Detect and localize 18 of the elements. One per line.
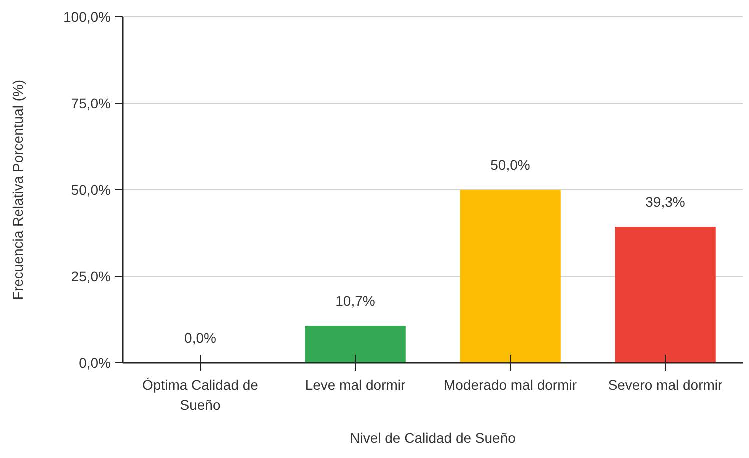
y-tick-label: 75,0% — [71, 95, 111, 112]
bar — [460, 190, 561, 363]
bar — [615, 227, 716, 363]
x-tick-label: Moderado mal dormir — [444, 377, 578, 393]
x-tick-label: Severo mal dormir — [608, 377, 724, 393]
y-tick-label: 50,0% — [71, 182, 111, 198]
x-tick-label: Óptima Calidad de Sueño — [142, 377, 259, 413]
y-axis-title: Frecuencia Relativa Porcentual (%) — [10, 80, 26, 300]
data-label: 50,0% — [490, 157, 530, 173]
x-tick-label: Leve mal dormir — [305, 377, 406, 393]
data-label: 10,7% — [336, 292, 376, 309]
data-label: 0,0% — [184, 330, 216, 346]
data-label: 39,3% — [646, 194, 686, 210]
y-tick-label: 100,0% — [64, 8, 111, 25]
x-axis-title: Nivel de Calidad de Sueño — [350, 430, 516, 446]
bar — [305, 326, 406, 363]
y-tick-label: 0,0% — [79, 354, 111, 371]
y-tick-label: 25,0% — [71, 268, 111, 284]
